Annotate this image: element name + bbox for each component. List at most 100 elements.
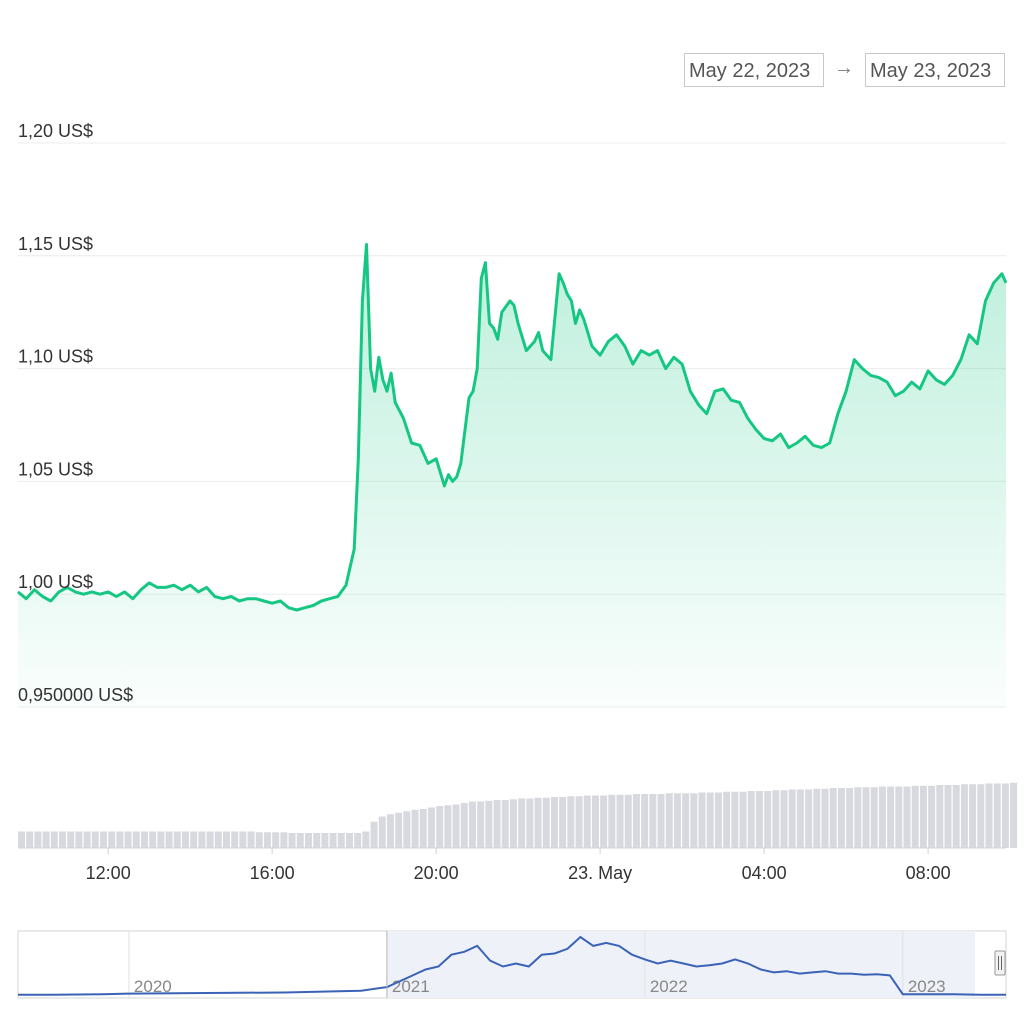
volume-bar — [165, 831, 173, 848]
volume-bar — [370, 821, 378, 848]
x-tick-label: 04:00 — [742, 863, 787, 883]
volume-bar — [173, 831, 181, 848]
navigator-selection — [386, 931, 976, 998]
volume-bar — [895, 786, 903, 848]
volume-bar — [419, 809, 427, 848]
date-to-input[interactable]: May 23, 2023 — [865, 53, 1005, 87]
volume-bar — [575, 796, 583, 848]
volume-bar — [206, 831, 214, 848]
volume-bar — [928, 785, 936, 848]
x-axis-labels: 12:00 16:00 20:00 23. May 04:00 08:00 — [86, 848, 951, 883]
volume-bar — [362, 831, 370, 848]
y-tick-label: 1,10 US$ — [18, 347, 93, 367]
volume-bar — [616, 794, 624, 848]
volume-bar — [641, 794, 649, 848]
volume-bar — [698, 792, 706, 848]
volume-bar — [337, 833, 345, 848]
y-tick-label: 1,15 US$ — [18, 234, 93, 254]
volume-bar — [583, 795, 591, 848]
navigator-year-label: 2020 — [134, 977, 172, 996]
volume-bar — [181, 831, 189, 848]
volume-bar — [887, 786, 895, 848]
volume-bar — [911, 785, 919, 848]
volume-bar — [395, 812, 403, 848]
volume-bar — [34, 831, 42, 848]
volume-bar — [108, 831, 116, 848]
volume-bar — [600, 795, 608, 848]
volume-bar — [288, 833, 296, 848]
volume-bar — [485, 800, 493, 848]
volume-bar — [345, 833, 353, 848]
y-tick-label: 1,20 US$ — [18, 121, 93, 141]
volume-bar — [263, 832, 271, 848]
volume-bar — [919, 785, 927, 848]
volume-bar — [649, 794, 657, 848]
volume-bar — [878, 786, 886, 848]
volume-bar — [665, 793, 673, 848]
volume-bar — [862, 787, 870, 848]
volume-bar — [870, 787, 878, 848]
volume-bar — [452, 804, 460, 848]
volume-bar — [26, 831, 34, 848]
volume-bar — [788, 789, 796, 848]
volume-bar — [444, 805, 452, 848]
volume-bar — [706, 792, 714, 848]
volume-bar — [116, 831, 124, 848]
volume-bar — [526, 798, 534, 848]
volume-bar — [509, 799, 517, 848]
volume-bar — [567, 796, 575, 848]
volume-bar — [731, 791, 739, 848]
volume-bar — [313, 833, 321, 848]
volume-bar — [468, 801, 476, 848]
volume-bar — [427, 807, 435, 848]
volume-bar — [198, 831, 206, 848]
volume-bar — [936, 785, 944, 848]
y-tick-label: 0,950000 US$ — [18, 685, 133, 705]
volume-bar — [608, 794, 616, 848]
volume-bar — [550, 797, 558, 848]
x-tick-label: 08:00 — [906, 863, 951, 883]
volume-bar — [944, 785, 952, 848]
volume-bar — [952, 785, 960, 848]
volume-bar — [780, 790, 788, 848]
volume-bar — [837, 788, 845, 848]
volume-bar — [329, 833, 337, 848]
volume-bar — [829, 788, 837, 848]
volume-bar — [99, 831, 107, 848]
volume-bar — [673, 793, 681, 848]
volume-bar — [304, 833, 312, 848]
volume-bar — [378, 816, 386, 848]
volume-bar — [149, 831, 157, 848]
volume-bar — [714, 792, 722, 848]
volume-bar — [518, 798, 526, 848]
x-tick-label: 16:00 — [250, 863, 295, 883]
volume-bar — [682, 793, 690, 848]
volume-bar — [764, 791, 772, 848]
navigator-handle-right[interactable] — [994, 950, 1006, 976]
volume-bar — [386, 814, 394, 848]
navigator-year-label: 2022 — [650, 977, 688, 996]
volume-bar — [75, 831, 83, 848]
volume-bar — [477, 801, 485, 848]
volume-bar — [231, 831, 239, 848]
y-axis-labels: 1,20 US$ 1,15 US$ 1,10 US$ 1,05 US$ 1,00 US$… — [18, 121, 133, 705]
volume-bar — [854, 787, 862, 848]
volume-bar — [83, 831, 91, 848]
date-from-input[interactable]: May 22, 2023 — [684, 53, 824, 87]
navigator[interactable]: 2020 2021 2022 2023 — [17, 930, 1007, 999]
volume-bar — [1010, 782, 1018, 848]
volume-bar — [214, 831, 222, 848]
volume-bar — [632, 794, 640, 848]
price-line — [17, 243, 1008, 612]
volume-bar — [805, 789, 813, 848]
volume-bar — [969, 784, 977, 848]
volume-bar — [354, 833, 362, 848]
price-area-layer — [17, 243, 1008, 707]
volume-bar — [58, 831, 66, 848]
volume-bar — [132, 831, 140, 848]
volume-bar — [411, 809, 419, 848]
volume-bar — [534, 797, 542, 848]
volume-bar — [436, 806, 444, 848]
volume-bar — [747, 791, 755, 848]
